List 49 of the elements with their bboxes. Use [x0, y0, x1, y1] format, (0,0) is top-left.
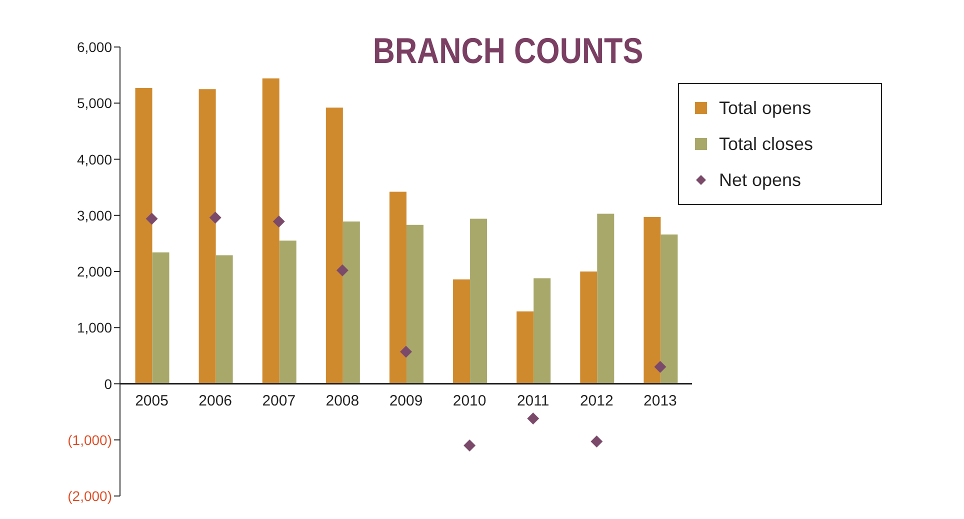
x-tick-label: 2012 [580, 392, 614, 410]
bar [198, 89, 216, 384]
bar [135, 88, 152, 384]
y-tick-label: (1,000) [68, 432, 112, 448]
x-tick-label: 2005 [135, 392, 168, 410]
bar [262, 78, 280, 384]
bar [453, 279, 470, 384]
bar [597, 214, 614, 384]
point [336, 264, 348, 276]
x-tick-label: 2013 [644, 392, 677, 410]
y-tick-label: 0 [104, 376, 112, 392]
legend-label: Total opens [719, 98, 812, 118]
x-tick-label: 2011 [516, 392, 550, 410]
point [272, 216, 285, 228]
y-tick-label: 1,000 [76, 320, 112, 336]
bar [326, 108, 343, 384]
bar [152, 252, 170, 384]
legend-label: Total closes [719, 134, 814, 154]
y-tick-label: 4,000 [76, 151, 112, 168]
point [590, 436, 603, 448]
bar [580, 272, 598, 384]
y-tick-label: (2,000) [68, 488, 112, 504]
x-tick-label: 2007 [262, 392, 296, 410]
y-tick-label: 5,000 [76, 95, 112, 112]
bar [470, 218, 488, 384]
x-tick-label: 2008 [326, 392, 360, 410]
bar [342, 222, 360, 384]
y-tick-label: 2,000 [76, 264, 112, 280]
point [209, 212, 222, 224]
chart-title: BRANCH COUNTS [372, 30, 644, 72]
point [527, 412, 540, 425]
legend-label: Net opens [719, 170, 802, 190]
bar [516, 311, 534, 384]
y-tick-label: 3,000 [76, 207, 112, 224]
point [654, 360, 666, 373]
y-tick-label: 6,000 [76, 39, 112, 55]
bar [279, 240, 296, 384]
point [400, 346, 412, 358]
bar [406, 224, 424, 384]
bar [389, 192, 406, 384]
point [146, 212, 158, 225]
bar [534, 278, 551, 384]
x-tick-label: 2006 [198, 392, 232, 410]
bar [660, 234, 678, 384]
x-tick-label: 2010 [452, 392, 486, 410]
bar [216, 255, 233, 384]
point [464, 439, 476, 452]
bar [644, 217, 661, 384]
x-tick-label: 2009 [389, 392, 423, 410]
